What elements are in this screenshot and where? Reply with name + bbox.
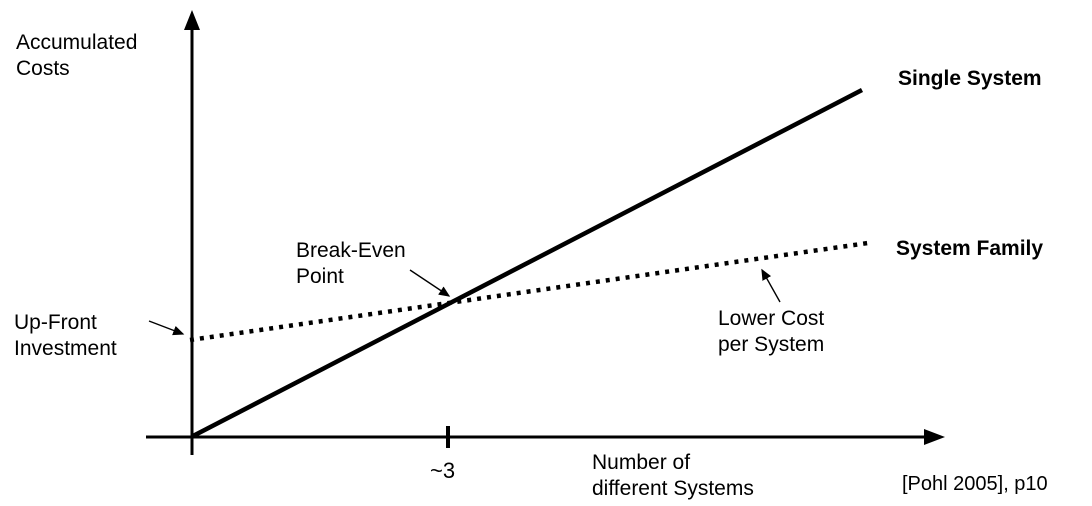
- system-family-line: [189, 240, 869, 343]
- lower-cost-line2: per System: [718, 332, 825, 356]
- x-axis-arrowhead: [924, 429, 945, 445]
- x-axis-label: Number of different Systems: [592, 450, 754, 501]
- lower-cost-arrow: [761, 268, 781, 303]
- lower-cost-annotation: Lower Cost per System: [718, 306, 824, 357]
- y-axis-label-line1: Accumulated: [16, 31, 138, 54]
- single-system-label: Single System: [898, 67, 1042, 90]
- break-even-line1: Break-Even: [296, 239, 406, 262]
- y-axis-label-line2: Costs: [16, 56, 70, 80]
- y-axis-arrowhead: [184, 10, 200, 30]
- single-system-line: [191, 88, 864, 438]
- x-tick-label: ~3: [430, 458, 456, 483]
- up-front-arrow: [148, 320, 185, 336]
- x-axis-label-line1: Number of: [592, 451, 691, 474]
- y-axis-label: Accumulated Costs: [16, 30, 137, 81]
- x-axis-label-line2: different Systems: [592, 476, 754, 500]
- break-even-arrow: [409, 269, 451, 297]
- up-front-line2: Investment: [14, 336, 117, 360]
- lower-cost-line1: Lower Cost: [718, 307, 825, 330]
- citation: [Pohl 2005], p10: [902, 473, 1048, 495]
- break-even-line2: Point: [296, 264, 344, 288]
- break-even-annotation: Break-Even Point: [296, 238, 406, 289]
- up-front-annotation: Up-Front Investment: [14, 310, 117, 361]
- up-front-line1: Up-Front: [14, 311, 97, 334]
- system-family-label: System Family: [896, 237, 1044, 260]
